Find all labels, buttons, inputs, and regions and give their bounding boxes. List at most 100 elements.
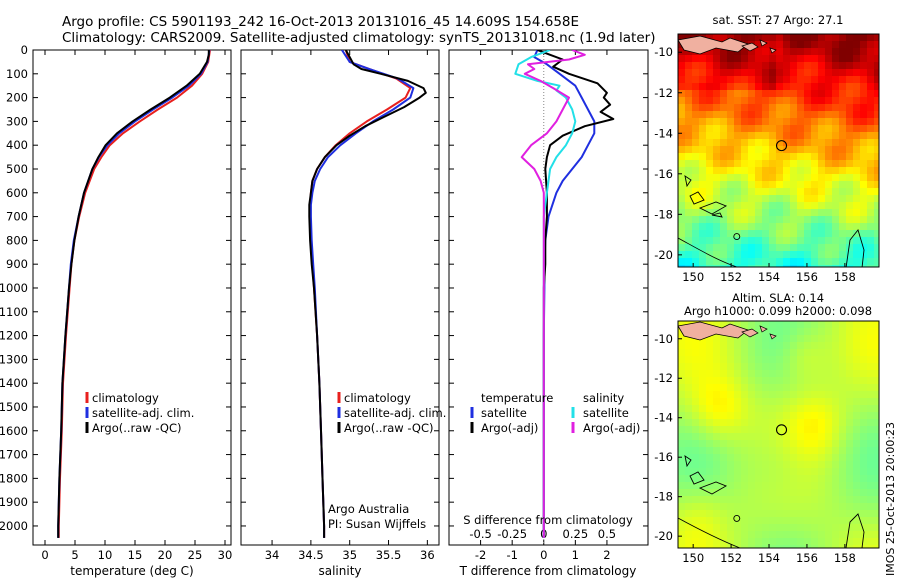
heatmap-cell [741,482,749,490]
heatmap-cell [748,216,756,224]
heatmap-cell [860,111,868,119]
heatmap-cell [860,167,868,175]
heatmap-cell [860,118,868,126]
heatmap-cell [776,440,784,448]
heatmap-cell [853,433,861,441]
heatmap-cell [699,174,707,182]
heatmap-cell [874,209,879,217]
heatmap-cell [818,538,826,546]
sst-coastline [678,35,865,267]
heatmap-cell [741,167,749,175]
heatmap-cell [832,209,840,217]
heatmap-cell [804,230,812,238]
heatmap-cell [811,48,819,56]
heatmap-cell [797,265,805,267]
heatmap-cell [818,419,826,427]
heatmap-cell [783,524,791,532]
heatmap-cell [762,321,770,329]
heatmap-cell [720,384,728,392]
heatmap-cell [769,265,777,267]
heatmap-cell [706,160,714,168]
heatmap-cell [706,545,714,548]
heatmap-cell [860,419,868,427]
heatmap-cell [699,188,707,196]
heatmap-cell [685,188,693,196]
heatmap-cell [762,377,770,385]
heatmap-cell [832,405,840,413]
heatmap-cell [727,118,735,126]
heatmap-cell [727,90,735,98]
map-x-tick-label: 158 [834,551,856,565]
map-y-tick-label: -14 [654,126,673,140]
heatmap-cell [804,216,812,224]
heatmap-cell [853,545,861,548]
heatmap-cell [678,496,686,504]
heatmap-cell [727,538,735,546]
heatmap-cell [713,524,721,532]
heatmap-cell [867,258,875,266]
heatmap-cell [804,146,812,154]
heatmap-cell [692,447,700,455]
heatmap-cell [748,384,756,392]
heatmap-cell [832,230,840,238]
heatmap-cell [832,328,840,336]
heatmap-cell [741,545,749,548]
x-tick-label: 5 [71,548,78,562]
heatmap-cell [755,167,763,175]
heatmap-cell [713,90,721,98]
heatmap-cell [867,461,875,469]
heatmap-cell [783,244,791,252]
heatmap-cell [755,244,763,252]
difference-y-ticks [449,49,648,527]
heatmap-cell [762,132,770,140]
heatmap-cell [790,545,798,548]
heatmap-cell [874,524,879,532]
heatmap-cell [720,461,728,469]
heatmap-cell [853,475,861,483]
heatmap-cell [762,265,770,267]
heatmap-cell [762,419,770,427]
heatmap-cell [713,342,721,350]
heatmap-cell [762,538,770,546]
salinity-legend: climatology satellite-adj. clim. Argo(..… [337,391,446,435]
heatmap-cell [790,167,798,175]
heatmap-cell [783,258,791,266]
heatmap-cell [790,174,798,182]
heatmap-cell [734,223,742,231]
heatmap-cell [867,419,875,427]
heatmap-cell [685,265,693,267]
heatmap-cell [706,244,714,252]
heatmap-cell [678,447,686,455]
sla-map-title: Altim. SLA: 0.14 [732,291,824,305]
heatmap-cell [783,181,791,189]
heatmap-cell [706,475,714,483]
heatmap-cell [867,391,875,399]
heatmap-cell [846,510,854,518]
heatmap-cell [825,55,833,63]
heatmap-cell [825,216,833,224]
heatmap-cell [706,153,714,161]
heatmap-cell [804,440,812,448]
heatmap-cell [860,216,868,224]
heatmap-cell [762,244,770,252]
heatmap-cell [783,251,791,259]
heatmap-cell [825,454,833,462]
heatmap-cell [867,146,875,154]
heatmap-cell [720,237,728,245]
heatmap-cell [776,482,784,490]
heatmap-cell [874,510,879,518]
heatmap-cell [734,34,742,42]
heatmap-cell [713,356,721,364]
heatmap-cell [860,328,868,336]
heatmap-cell [748,545,756,548]
heatmap-cell [797,503,805,511]
heatmap-cell [720,265,728,267]
heatmap-cell [748,496,756,504]
heatmap-cell [853,111,861,119]
heatmap-cell [818,510,826,518]
heatmap-cell [706,412,714,420]
heatmap-cell [839,174,847,182]
heatmap-cell [678,531,686,539]
heatmap-cell [783,83,791,91]
heatmap-cell [832,195,840,203]
